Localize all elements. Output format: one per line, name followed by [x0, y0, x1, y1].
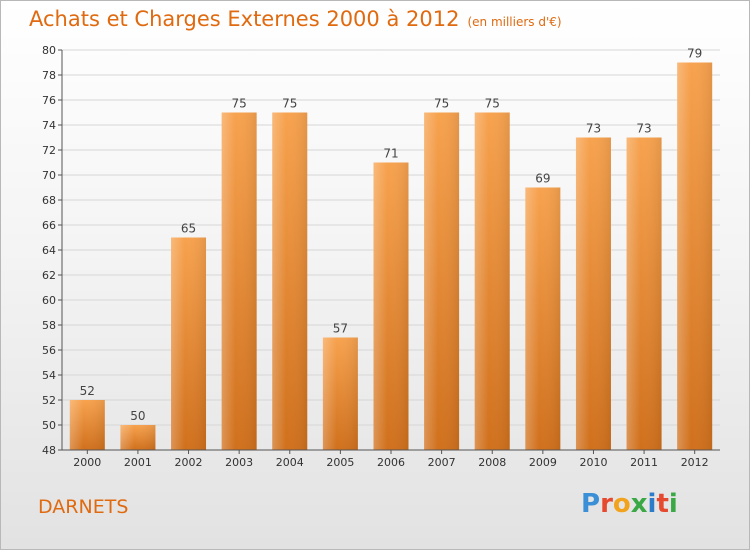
bar-shine — [575, 137, 611, 450]
y-tick-label: 50 — [42, 419, 56, 432]
commune-name: DARNETS — [38, 496, 129, 518]
y-tick-label: 56 — [42, 344, 56, 357]
y-tick-label: 52 — [42, 394, 56, 407]
x-tick-label: 2006 — [377, 456, 405, 469]
bar-value-label: 71 — [383, 147, 398, 161]
bar-shine — [525, 187, 561, 450]
bar-value-label: 57 — [333, 322, 348, 336]
bar-value-label: 75 — [485, 97, 500, 111]
x-tick-label: 2003 — [225, 456, 253, 469]
chart-title: Achats et Charges Externes 2000 à 2012 (e… — [29, 7, 562, 31]
bar-value-label: 52 — [80, 384, 95, 398]
bar-shine — [474, 112, 510, 450]
y-tick-label: 76 — [42, 94, 56, 107]
bar-value-label: 79 — [687, 47, 702, 61]
bar-value-label: 75 — [232, 97, 247, 111]
bar-shine — [677, 62, 713, 450]
bar-shine — [120, 425, 156, 450]
proxiti-logo[interactable]: Proxiti — [581, 489, 678, 519]
y-tick-label: 66 — [42, 219, 56, 232]
chart-subtitle: (en milliers d'€) — [467, 15, 562, 29]
y-tick-label: 70 — [42, 169, 56, 182]
x-tick-label: 2012 — [681, 456, 709, 469]
bar-shine — [424, 112, 460, 450]
bar-shine — [171, 237, 207, 450]
y-tick-label: 60 — [42, 294, 56, 307]
logo-letter: i — [647, 489, 657, 519]
x-tick-label: 2001 — [124, 456, 152, 469]
bar-shine — [221, 112, 257, 450]
logo-letter: t — [656, 489, 669, 519]
x-tick-label: 2007 — [428, 456, 456, 469]
x-tick-label: 2011 — [630, 456, 658, 469]
y-tick-label: 62 — [42, 269, 56, 282]
bar-value-label: 65 — [181, 222, 196, 236]
bar-value-label: 73 — [636, 122, 651, 136]
bar-value-label: 73 — [586, 122, 601, 136]
x-tick-label: 2002 — [175, 456, 203, 469]
x-tick-label: 2000 — [73, 456, 101, 469]
y-tick-label: 64 — [42, 244, 56, 257]
bar-value-label: 75 — [282, 97, 297, 111]
x-tick-label: 2008 — [478, 456, 506, 469]
logo-letter: P — [581, 489, 601, 519]
logo-letter: i — [668, 489, 678, 519]
bar-shine — [373, 162, 409, 450]
logo-letter: x — [630, 489, 648, 519]
bar-value-label: 50 — [130, 409, 145, 423]
x-axis: 2000 2001 2002 2003 2004 2005 2006 2007 2008 2009… — [62, 449, 720, 469]
logo-letter: o — [612, 489, 631, 519]
y-tick-label: 78 — [42, 69, 56, 82]
bar-shine — [626, 137, 662, 450]
y-tick-label: 68 — [42, 194, 56, 207]
bars-group: 52 50 65 75 75 57 71 75 75 69 73 73 79 — [69, 47, 713, 450]
bar-shine — [322, 337, 358, 450]
y-tick-label: 80 — [42, 44, 56, 57]
title-text: Achats et Charges Externes 2000 à 2012 — [29, 7, 460, 31]
bar-shine — [69, 400, 105, 450]
y-tick-label: 48 — [42, 444, 56, 457]
bar-value-label: 75 — [434, 97, 449, 111]
logo-letter: r — [600, 489, 613, 519]
y-axis: 48 50 52 54 56 58 60 62 64 66 68 70 72 74 76 78 80 — [42, 44, 63, 457]
y-tick-label: 74 — [42, 119, 56, 132]
y-tick-label: 72 — [42, 144, 56, 157]
y-tick-label: 58 — [42, 319, 56, 332]
x-tick-label: 2005 — [326, 456, 354, 469]
x-tick-label: 2009 — [529, 456, 557, 469]
x-tick-label: 2010 — [579, 456, 607, 469]
x-tick-label: 2004 — [276, 456, 304, 469]
bar-value-label: 69 — [535, 172, 550, 186]
bar-shine — [272, 112, 308, 450]
y-tick-label: 54 — [42, 369, 56, 382]
